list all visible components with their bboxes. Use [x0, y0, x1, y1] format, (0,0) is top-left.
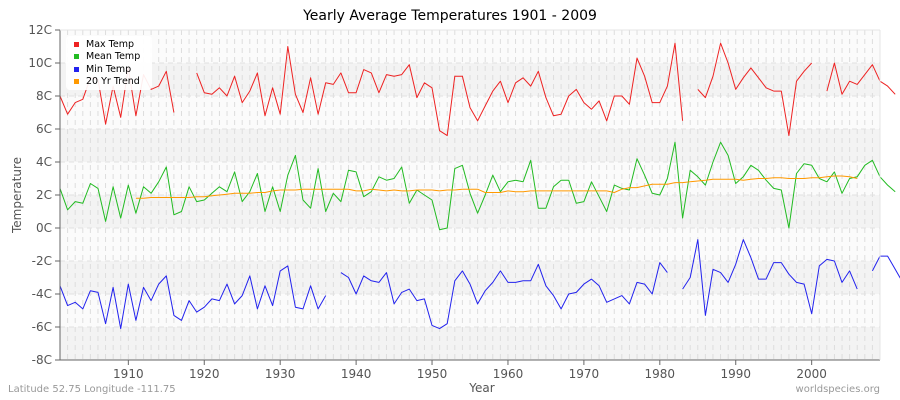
svg-text:1970: 1970 — [569, 367, 600, 381]
svg-text:-4C: -4C — [32, 287, 52, 301]
svg-text:-8C: -8C — [32, 353, 52, 367]
chart-title: Yearly Average Temperatures 1901 - 2009 — [303, 8, 597, 24]
svg-text:1990: 1990 — [720, 367, 751, 381]
svg-text:6C: 6C — [36, 122, 52, 136]
legend-item-max: Max Temp — [74, 38, 152, 51]
max-temp-line — [59, 42, 896, 137]
legend: Max Temp Mean Temp Min Temp 20 Yr Trend — [66, 36, 152, 90]
svg-text:1960: 1960 — [493, 367, 524, 381]
trend-swatch-icon — [74, 79, 79, 85]
min-temp-line — [59, 239, 900, 330]
mean-temp-line — [59, 141, 896, 231]
y-axis-ticks: -8C -6C -4C -2C 0C 2C 4C 6C 8C 10C 12C — [28, 23, 60, 367]
svg-text:1920: 1920 — [189, 367, 220, 381]
y-axis-label: Temperature — [10, 157, 24, 234]
min-temp-swatch-icon — [74, 66, 79, 72]
svg-text:1930: 1930 — [265, 367, 296, 381]
legend-item-trend: 20 Yr Trend — [74, 76, 152, 89]
source-caption: worldspecies.org — [795, 384, 880, 395]
svg-text:2000: 2000 — [796, 367, 827, 381]
svg-text:10C: 10C — [28, 56, 52, 70]
svg-text:1910: 1910 — [113, 367, 144, 381]
svg-text:2C: 2C — [36, 188, 52, 202]
mean-temp-swatch-icon — [74, 54, 79, 60]
x-axis-label: Year — [468, 381, 494, 395]
svg-text:1980: 1980 — [645, 367, 676, 381]
20-yr-trend-line — [135, 175, 858, 199]
svg-text:0C: 0C — [36, 221, 52, 235]
svg-text:8C: 8C — [36, 89, 52, 103]
axes — [59, 29, 881, 361]
x-axis-ticks: 1910 1920 1930 1940 1950 1960 1970 1980 1990 2000 — [113, 360, 827, 381]
svg-text:1950: 1950 — [417, 367, 448, 381]
data-lines — [59, 42, 900, 330]
legend-item-mean: Mean Temp — [74, 51, 152, 64]
location-caption: Latitude 52.75 Longitude -111.75 — [8, 384, 176, 395]
legend-item-min: Min Temp — [74, 63, 152, 76]
svg-text:4C: 4C — [36, 155, 52, 169]
max-temp-swatch-icon — [74, 41, 79, 47]
svg-text:-2C: -2C — [32, 254, 52, 268]
svg-text:12C: 12C — [28, 23, 52, 37]
svg-text:-6C: -6C — [32, 320, 52, 334]
svg-text:1940: 1940 — [341, 367, 372, 381]
